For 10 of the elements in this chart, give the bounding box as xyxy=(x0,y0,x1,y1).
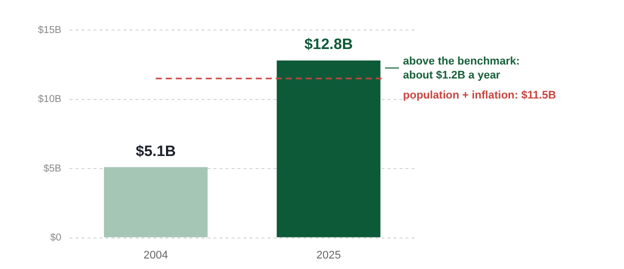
y-tick-label: $10B xyxy=(38,94,62,106)
ref-line-label: population + inflation: $11.5B xyxy=(403,90,556,102)
y-tick-label: $0 xyxy=(50,232,62,244)
data-label: $12.8B xyxy=(304,36,353,54)
x-tick-label: 2004 xyxy=(144,249,168,262)
annotation: above the benchmark: about $1.2B a year xyxy=(403,56,520,82)
data-label: $5.1B xyxy=(136,142,176,160)
y-tick-label: $15B xyxy=(38,24,62,36)
x-tick-label: 2025 xyxy=(316,249,341,262)
y-tick-label: $5B xyxy=(44,163,62,174)
